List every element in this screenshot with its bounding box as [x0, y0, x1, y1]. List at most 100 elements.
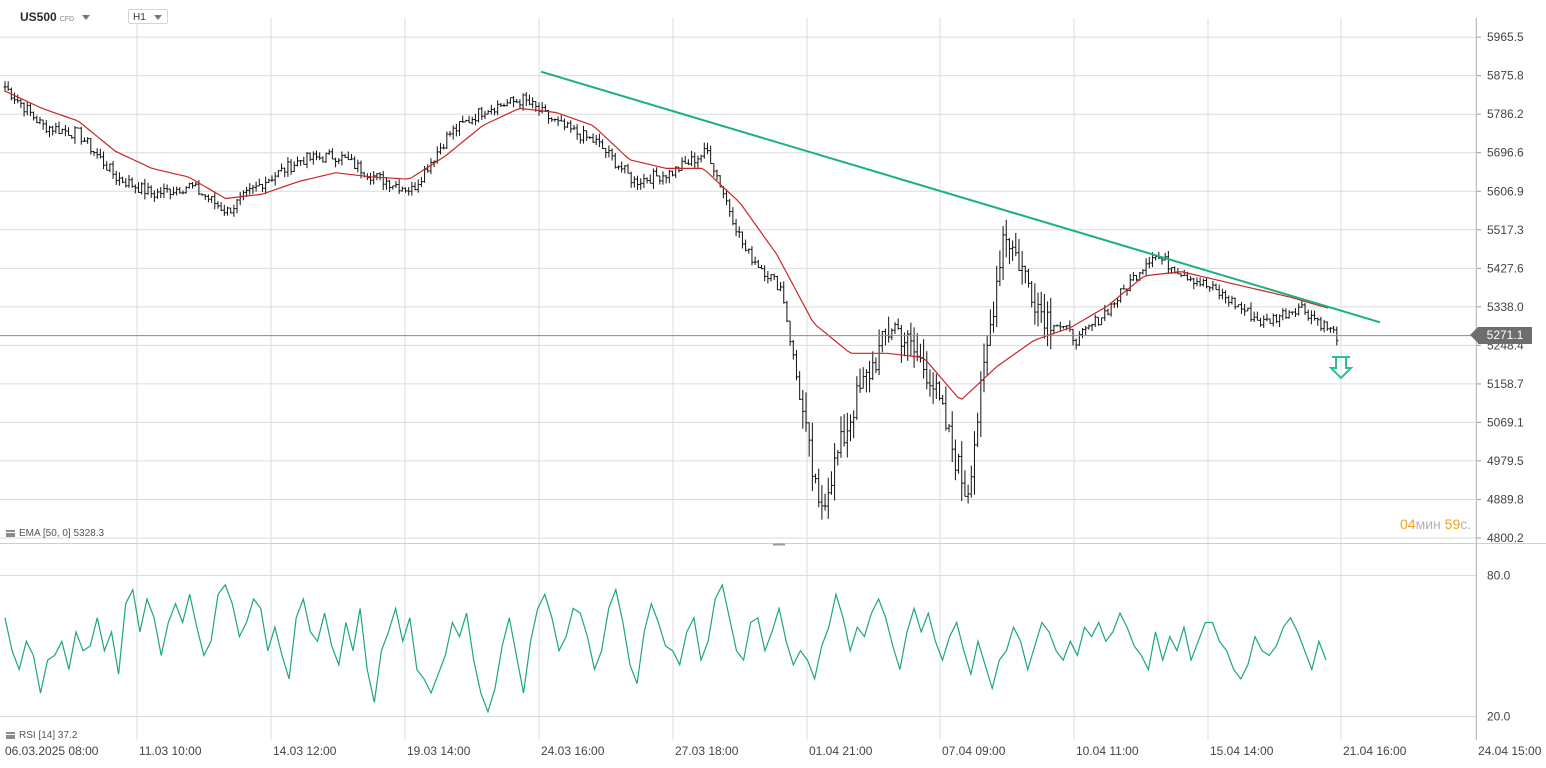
- price-axis[interactable]: 5965.5 5875.8 5786.2 5696.6 5606.9 5517.3 5427…: [1476, 18, 1524, 740]
- price-bar: [1211, 280, 1215, 291]
- price-bar: [508, 97, 512, 105]
- price-bar: [13, 92, 17, 104]
- price-bar: [1030, 280, 1034, 308]
- price-bar: [105, 160, 109, 171]
- price-bar: [705, 142, 709, 155]
- price-bar: [941, 394, 945, 405]
- price-bar: [327, 149, 331, 156]
- price-bar: [1147, 257, 1151, 269]
- price-bar: [337, 158, 341, 164]
- price-bar: [1255, 311, 1259, 321]
- trendline[interactable]: [540, 70, 1381, 324]
- price-bar: [804, 392, 808, 432]
- price-bar: [1227, 295, 1231, 307]
- price-bar: [823, 493, 827, 511]
- price-bar: [1058, 321, 1062, 332]
- price-bar: [321, 156, 325, 163]
- price-bar: [591, 133, 595, 143]
- y-tick-label: 4800.2: [1487, 531, 1524, 545]
- price-bar: [1141, 269, 1145, 275]
- price-pane[interactable]: [0, 70, 1476, 520]
- price-bar: [295, 156, 299, 167]
- price-bar: [1100, 317, 1104, 326]
- price-bar: [1192, 277, 1196, 290]
- rsi-pane[interactable]: [4, 583, 1327, 714]
- price-bar: [1128, 274, 1132, 292]
- price-bar: [569, 120, 573, 133]
- price-bar: [953, 439, 957, 481]
- price-bar: [454, 123, 458, 137]
- price-bars-series: [3, 81, 1339, 520]
- indicator-menu-icon[interactable]: [6, 529, 15, 537]
- price-bar: [114, 170, 118, 186]
- x-tick-label: 21.04 16:00: [1343, 744, 1407, 758]
- y-tick-label: 4889.8: [1487, 492, 1524, 506]
- price-bar: [699, 154, 703, 163]
- price-bar: [219, 202, 223, 212]
- price-bar: [671, 170, 674, 177]
- candle-countdown: 04мин 59с.: [1400, 516, 1471, 532]
- price-bar: [1271, 313, 1275, 327]
- timeframe-selector[interactable]: H1: [128, 9, 168, 24]
- price-bar: [1109, 302, 1113, 317]
- price-bar: [458, 120, 462, 136]
- current-price-tag: 5271.1: [1470, 327, 1532, 345]
- down-arrow-icon: [1328, 356, 1354, 380]
- price-bar: [238, 192, 242, 206]
- price-bar: [143, 178, 147, 200]
- price-bar: [642, 173, 646, 188]
- price-bar: [1020, 250, 1024, 285]
- symbol-selector[interactable]: US500 CFD: [20, 10, 91, 24]
- price-bar: [944, 386, 948, 431]
- price-bar: [826, 477, 830, 519]
- price-bar: [232, 204, 236, 217]
- price-bar: [1243, 303, 1247, 316]
- price-bar: [356, 159, 360, 173]
- price-bar: [985, 336, 989, 377]
- price-bar: [992, 301, 996, 333]
- price-bar: [839, 416, 843, 458]
- x-tick-label: 15.04 14:00: [1210, 744, 1274, 758]
- price-bar: [794, 349, 798, 381]
- price-bar: [744, 239, 748, 252]
- price-bar: [76, 127, 80, 129]
- price-bar: [836, 449, 840, 466]
- price-bar: [740, 231, 744, 249]
- ema-indicator-legend[interactable]: EMA [50, 0] 5328.3: [6, 528, 104, 539]
- price-bar: [588, 136, 592, 140]
- price-bar: [928, 369, 932, 397]
- ema-label: EMA [50, 0]: [19, 528, 71, 539]
- price-bar: [645, 177, 649, 184]
- price-bar: [79, 126, 83, 145]
- price-bar: [1198, 277, 1202, 287]
- price-bar: [1325, 321, 1329, 331]
- price-bar: [1322, 319, 1326, 333]
- price-bar: [194, 182, 198, 187]
- price-bar: [429, 158, 433, 175]
- price-bar: [1036, 292, 1040, 327]
- price-bar: [575, 124, 579, 140]
- price-bar: [467, 115, 471, 124]
- price-bar: [753, 256, 757, 266]
- price-bar: [629, 171, 633, 188]
- price-bar: [531, 97, 535, 109]
- price-bar: [1246, 307, 1250, 312]
- price-bar: [658, 175, 662, 185]
- price-bar: [1160, 257, 1164, 265]
- price-bar: [496, 100, 500, 116]
- indicator-menu-icon[interactable]: [6, 731, 15, 739]
- price-bar: [566, 121, 570, 128]
- price-bar: [1090, 323, 1094, 332]
- price-bar: [451, 125, 455, 140]
- time-axis[interactable]: 06.03.2025 08:00 11.03 10:00 14.03 12:00 19…: [5, 744, 1542, 758]
- price-bar: [1106, 308, 1110, 316]
- price-bar: [6, 81, 10, 91]
- price-bar: [349, 153, 353, 161]
- price-bar: [442, 144, 446, 150]
- price-bar: [89, 138, 93, 155]
- price-bar: [820, 485, 824, 520]
- rsi-indicator-legend[interactable]: RSI [14] 37.2: [6, 730, 77, 741]
- price-bar: [512, 96, 516, 108]
- price-bar: [1281, 308, 1285, 321]
